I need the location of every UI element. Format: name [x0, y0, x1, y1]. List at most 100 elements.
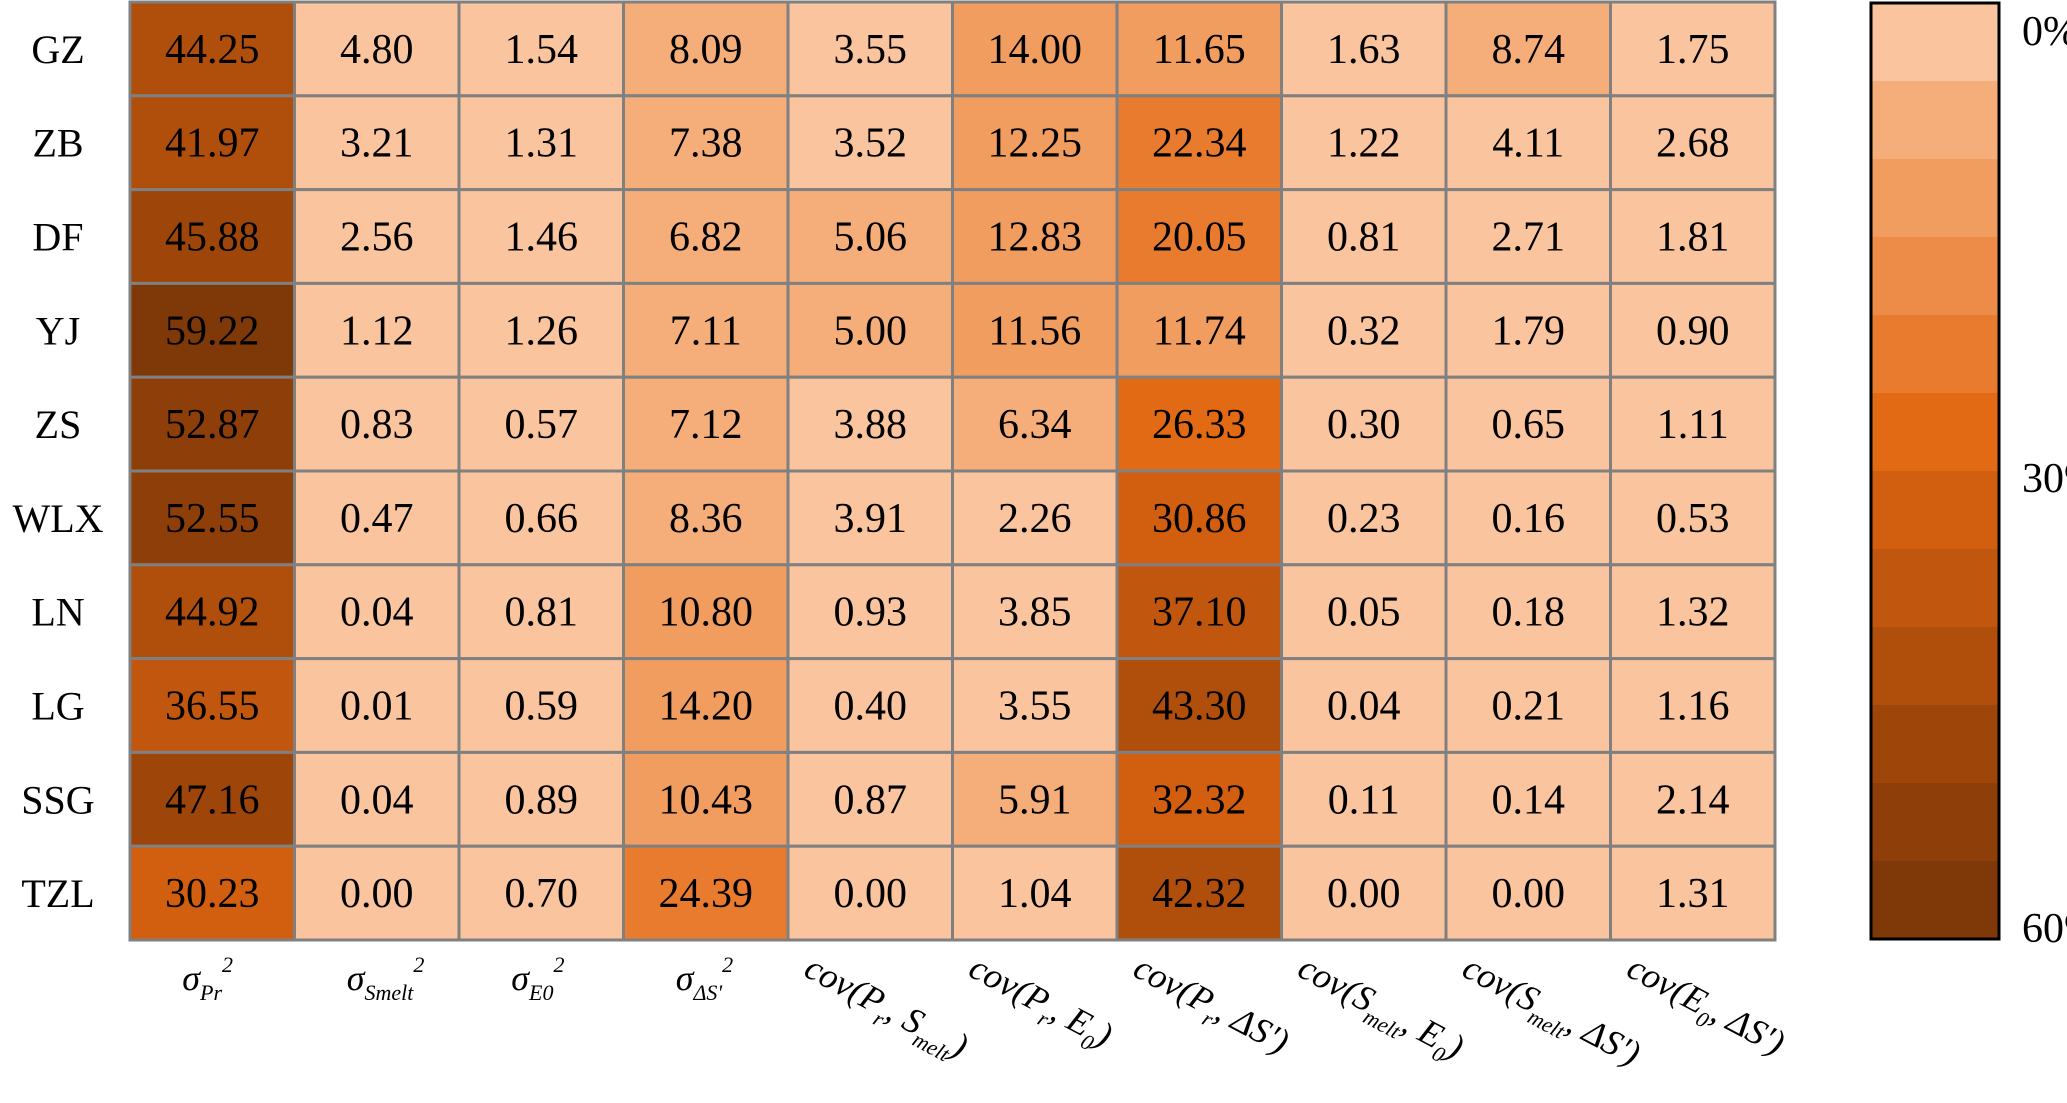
heatmap-cell	[457, 188, 625, 285]
heatmap-cell	[1609, 750, 1777, 848]
row-label: ZS	[35, 402, 82, 447]
cell-value-label: 0.90	[1656, 308, 1730, 354]
heatmap-cell	[1444, 375, 1612, 473]
heatmap-cell	[622, 750, 790, 848]
row-label: WLX	[12, 496, 103, 541]
column-label: σE02	[511, 952, 564, 1005]
heatmap-cell	[457, 469, 625, 567]
cell-value-label: 1.26	[505, 308, 579, 354]
heatmap-cell	[1280, 844, 1448, 942]
cell-value-label: 0.40	[834, 684, 908, 730]
cell-value-label: 0.21	[1492, 684, 1566, 730]
cell-value-label: 0.00	[1492, 871, 1566, 917]
heatmap-cell	[128, 188, 296, 285]
heatmap-cell	[1609, 375, 1777, 473]
cell-value-label: 1.04	[998, 871, 1072, 917]
heatmap-cell	[1609, 188, 1777, 285]
cell-value-label: 11.65	[1153, 27, 1246, 73]
heatmap-cell	[1444, 844, 1612, 942]
heatmap-cell	[1115, 375, 1283, 473]
cell-value-label: 0.14	[1492, 777, 1566, 823]
column-label: σPr2	[182, 952, 233, 1005]
cell-value-label: 1.31	[1656, 871, 1730, 917]
cell-value-label: 22.34	[1152, 121, 1247, 167]
cell-value-label: 0.65	[1492, 402, 1566, 448]
heatmap-cell	[128, 844, 296, 942]
heatmap-cell	[1115, 281, 1283, 379]
cell-value-label: 10.43	[659, 777, 754, 823]
cell-value-label: 42.32	[1152, 871, 1247, 917]
color-scale-tick-label: 60%	[2022, 906, 2067, 952]
heatmap-cell	[128, 469, 296, 567]
cell-value-label: 8.36	[669, 496, 743, 542]
cell-value-label: 1.12	[340, 308, 414, 354]
cell-value-label: 14.00	[988, 27, 1083, 73]
heatmap-cell	[1444, 657, 1612, 754]
heatmap-cell	[457, 750, 625, 848]
cell-value-label: 7.12	[669, 402, 743, 448]
heatmap-cell	[1609, 94, 1777, 192]
heatmap-cell	[1609, 0, 1777, 98]
heatmap-cell	[1444, 94, 1612, 192]
cell-value-label: 1.63	[1327, 27, 1401, 73]
cell-value-label: 1.46	[505, 215, 579, 261]
cell-value-label: 0.32	[1327, 308, 1401, 354]
cell-value-label: 32.32	[1152, 777, 1247, 823]
row-label: DF	[32, 215, 83, 260]
heatmap-cell	[128, 0, 296, 98]
color-scale-band	[1871, 549, 1999, 628]
cell-value-label: 7.11	[670, 308, 742, 354]
color-scale-band	[1871, 159, 1999, 238]
heatmap-cell	[1115, 844, 1283, 942]
color-scale: 0% 30% 60%	[1869, 1, 2067, 952]
cell-value-label: 30.86	[1152, 496, 1247, 542]
cell-value-label: 37.10	[1152, 590, 1247, 636]
heatmap-cell	[1609, 563, 1777, 661]
svg-text:cov(Pr, E0): cov(Pr, E0)	[960, 947, 1119, 1062]
heatmap-cell	[786, 750, 954, 848]
heatmap-cells: 44.25 4.80 1.54 8.09 3.55 14.00 11.65 1.63 8.74 1…	[128, 0, 1777, 942]
heatmap-cell	[1280, 563, 1448, 661]
heatmap-cell	[1115, 657, 1283, 754]
cell-value-label: 0.89	[505, 777, 579, 823]
row-label: TZL	[21, 871, 94, 916]
cell-value-label: 10.80	[659, 590, 754, 636]
cell-value-label: 0.18	[1492, 590, 1566, 636]
heatmap-cell	[1280, 188, 1448, 285]
row-label: LN	[31, 590, 84, 635]
cell-value-label: 43.30	[1152, 684, 1247, 730]
cell-value-label: 0.47	[340, 496, 414, 542]
heatmap-cell	[951, 0, 1119, 98]
cell-value-label: 5.06	[834, 215, 908, 261]
heatmap-cell	[951, 375, 1119, 473]
cell-value-label: 52.55	[165, 496, 260, 542]
column-label: cov(Pr, ΔS')	[1127, 947, 1295, 1062]
heatmap-cell	[622, 563, 790, 661]
cell-value-label: 0.59	[505, 684, 579, 730]
color-scale-band	[1871, 81, 1999, 160]
heatmap-cell	[951, 94, 1119, 192]
cell-value-label: 0.93	[834, 590, 908, 636]
heatmap-cell	[622, 469, 790, 567]
cell-value-label: 0.83	[340, 402, 414, 448]
column-labels: σPr2 σSmelt2 σE02 σΔS'2 cov(Pr, Smelt)cov(Pr…	[182, 947, 1791, 1074]
heatmap-cell	[951, 657, 1119, 754]
cell-value-label: 0.66	[505, 496, 579, 542]
cell-value-label: 7.38	[669, 121, 743, 167]
cell-value-label: 44.92	[165, 590, 260, 636]
row-label: YJ	[36, 308, 80, 353]
heatmap-cell	[786, 375, 954, 473]
column-label: cov(Smelt, E0)	[1289, 947, 1471, 1073]
cell-value-label: 0.16	[1492, 496, 1566, 542]
cell-value-label: 0.70	[505, 871, 579, 917]
cell-value-label: 2.14	[1656, 777, 1730, 823]
cell-value-label: 1.81	[1656, 215, 1730, 261]
svg-text:cov(Smelt, E0): cov(Smelt, E0)	[1289, 947, 1471, 1073]
heatmap-cell	[1444, 563, 1612, 661]
color-scale-band	[1871, 393, 1999, 472]
column-label: cov(Pr, Smelt)	[798, 947, 974, 1067]
cell-value-label: 0.11	[1328, 777, 1400, 823]
cell-value-label: 0.81	[1327, 215, 1401, 261]
heatmap-cell	[1115, 563, 1283, 661]
cell-value-label: 0.57	[505, 402, 579, 448]
